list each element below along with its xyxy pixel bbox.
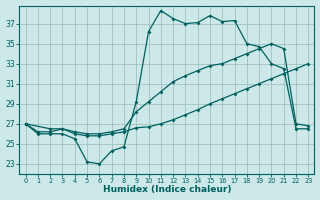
X-axis label: Humidex (Indice chaleur): Humidex (Indice chaleur) xyxy=(103,185,231,194)
